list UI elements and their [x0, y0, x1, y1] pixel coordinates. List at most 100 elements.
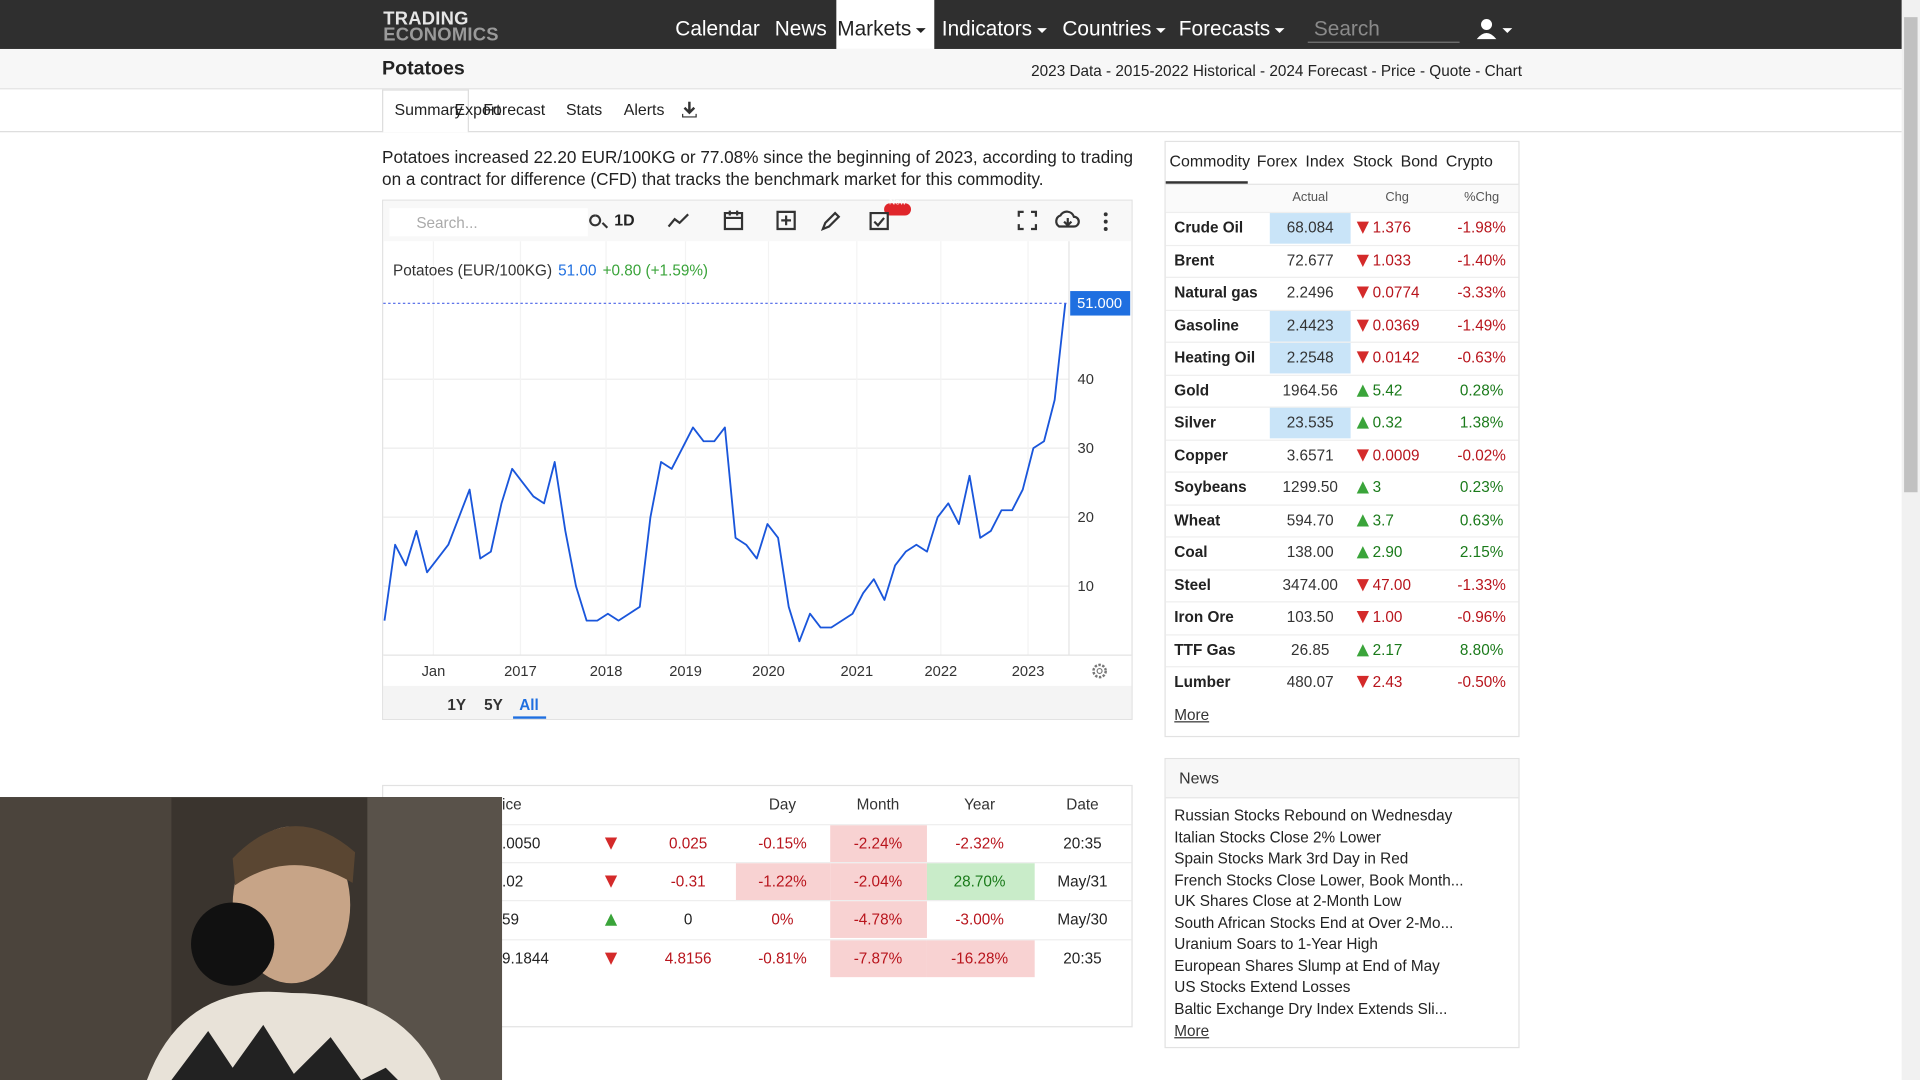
table-header: ice [502, 795, 522, 814]
commodity-actual: 23.535 [1286, 413, 1334, 432]
news-item[interactable]: Baltic Exchange Dry Index Extends Sli... [1174, 999, 1448, 1017]
row-divider [1165, 471, 1519, 473]
nav-search[interactable]: Search [1313, 17, 1380, 41]
flash-cell [1269, 342, 1351, 374]
commodity-name[interactable]: Crude Oil [1174, 219, 1244, 237]
export-icon [680, 101, 698, 119]
table-pct: -4.78% [853, 911, 903, 929]
commodity-name[interactable]: Iron Ore [1174, 608, 1234, 626]
header-links[interactable]: 2023 Data - 2015-2022 Historical - 2024 … [1031, 62, 1523, 80]
commodity-pct: 0.63% [1459, 511, 1504, 529]
news-item[interactable]: French Stocks Close Lower, Book Month... [1174, 871, 1464, 889]
page-tab[interactable]: Export [454, 100, 501, 119]
change-cell-bg [830, 901, 927, 939]
chart-search-placeholder[interactable]: Search... [416, 214, 478, 232]
news-item[interactable]: South African Stocks End at Over 2-Mo... [1174, 914, 1454, 932]
commodity-name[interactable]: Lumber [1174, 673, 1231, 691]
commodity-name[interactable]: Wheat [1174, 511, 1221, 529]
table-price: .02 [502, 873, 524, 891]
commodity-pct: -1.40% [1457, 251, 1506, 269]
commodity-actual: 1964.56 [1282, 381, 1338, 399]
nav-menu-item[interactable]: Forecasts [987, 17, 1477, 41]
scrollbar-thumb[interactable] [1904, 17, 1918, 493]
commodity-more[interactable]: More [1174, 706, 1210, 724]
news-item[interactable]: Russian Stocks Rebound on Wednesday [1174, 806, 1453, 825]
table-header: Date [1066, 795, 1099, 814]
x-tick-label: 2022 [925, 664, 958, 680]
chart-search [389, 208, 588, 237]
commodity-tab[interactable]: Forex [1256, 151, 1298, 171]
commodity-panel [1164, 140, 1520, 738]
page-tab[interactable]: Summary [394, 100, 463, 119]
column-header: Chg [1385, 189, 1409, 205]
table-change: 0 [683, 911, 693, 929]
commodity-name[interactable]: Coal [1174, 543, 1208, 561]
commodity-actual: 3.6571 [1286, 446, 1334, 464]
row-divider [383, 900, 1132, 902]
commodity-change: 3 [1372, 478, 1382, 496]
page-tab[interactable]: Forecast [483, 100, 546, 119]
settings-icon [1092, 663, 1107, 679]
change-cell-bg [735, 863, 831, 901]
page-tab[interactable]: Stats [565, 100, 603, 119]
news-item[interactable]: UK Shares Close at 2-Month Low [1174, 892, 1402, 910]
news-item[interactable]: Italian Stocks Close 2% Lower [1174, 828, 1382, 846]
commodity-change: 47.00 [1372, 576, 1411, 594]
page-title: Potatoes [382, 58, 465, 80]
commodity-tab[interactable]: Commodity [1169, 151, 1251, 171]
commodity-name[interactable]: Copper [1174, 446, 1228, 464]
commodity-name[interactable]: Soybeans [1174, 478, 1247, 496]
commodity-change: 3.7 [1372, 511, 1394, 529]
range-button[interactable]: All [519, 697, 539, 714]
commodity-name[interactable]: Natural gas [1174, 284, 1258, 302]
commodity-change: 0.0369 [1372, 316, 1420, 334]
commodity-name[interactable]: TTF Gas [1174, 641, 1236, 659]
range-button[interactable]: 5Y [484, 697, 503, 714]
row-divider [1165, 438, 1519, 441]
commodity-actual: 480.07 [1286, 673, 1334, 691]
page-tab[interactable]: Alerts [623, 100, 665, 119]
commodity-name[interactable]: Heating Oil [1174, 348, 1256, 367]
commodity-tab[interactable]: Bond [1400, 151, 1438, 171]
range-button[interactable]: 1Y [447, 697, 466, 714]
news-item[interactable]: Spain Stocks Mark 3rd Day in Red [1174, 849, 1409, 867]
news-title: News [1179, 768, 1219, 788]
row-divider [1165, 536, 1519, 538]
commodity-name[interactable]: Silver [1174, 413, 1216, 432]
up-arrow [1356, 481, 1369, 494]
commodity-tab[interactable]: Index [1305, 151, 1345, 171]
news-item[interactable]: US Stocks Extend Losses [1174, 978, 1351, 996]
news-item[interactable]: European Shares Slump at End of May [1174, 956, 1440, 975]
row-divider [1165, 601, 1519, 603]
news-panel [1164, 757, 1520, 1049]
menu-dot [1103, 219, 1108, 224]
search-underline [1307, 41, 1460, 43]
commodity-name[interactable]: Gold [1174, 381, 1210, 399]
logo-bottom: ECONOMICS [383, 24, 499, 46]
title-band [0, 48, 1902, 90]
column-header: Actual [1292, 189, 1329, 205]
commodity-name[interactable]: Brent [1174, 251, 1215, 269]
row-divider [1165, 666, 1519, 668]
up-arrow [1356, 643, 1369, 656]
x-tick-label: 2018 [590, 664, 623, 680]
commodity-pct: -3.33% [1457, 284, 1506, 302]
flash-cell [1269, 213, 1351, 244]
legend-name: Potatoes (EUR/100KG) [393, 263, 552, 280]
interval-button[interactable]: 1D [614, 210, 635, 229]
up-arrow [1356, 513, 1369, 526]
price-line [383, 303, 1067, 643]
commodity-actual: 1299.50 [1282, 478, 1338, 496]
news-more[interactable]: More [1174, 1022, 1210, 1040]
commodity-tab[interactable]: Stock [1352, 151, 1393, 171]
user-menu[interactable] [1476, 18, 1514, 40]
change-cell-bg [830, 825, 927, 863]
down-arrow [1356, 448, 1369, 462]
commodity-pct: -1.98% [1457, 219, 1506, 237]
commodity-name[interactable]: Steel [1174, 576, 1211, 594]
news-item[interactable]: Uranium Soars to 1-Year High [1174, 935, 1378, 953]
calendar-icon [723, 210, 744, 231]
commodity-tab[interactable]: Crypto [1445, 151, 1493, 171]
news-header-bg [1165, 759, 1519, 799]
commodity-name[interactable]: Gasoline [1174, 316, 1239, 334]
